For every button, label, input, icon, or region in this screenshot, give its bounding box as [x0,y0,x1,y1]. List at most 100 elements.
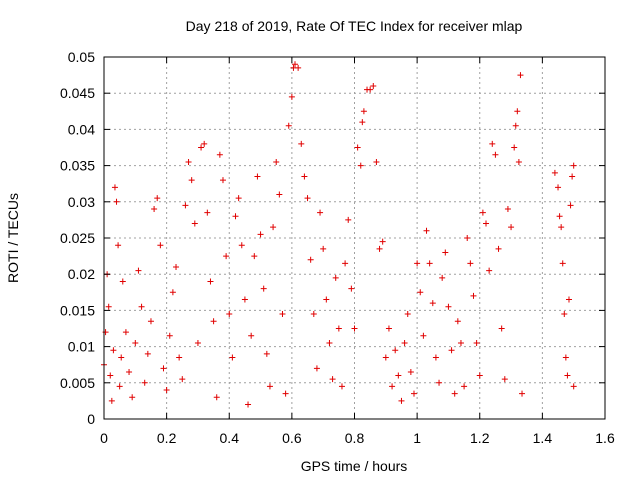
data-point [461,383,468,390]
data-point [519,390,526,397]
data-point [251,253,258,260]
data-point [476,372,483,379]
data-point [323,296,330,303]
data-point [176,354,183,361]
data-point [559,260,566,267]
data-point [276,191,283,198]
data-point [326,339,333,346]
data-point [118,354,125,361]
data-point [570,383,577,390]
data-point [407,368,414,375]
data-point [194,339,201,346]
data-point [354,144,361,151]
data-point [555,184,562,191]
data-point [141,379,148,386]
data-point [254,173,261,180]
data-point [467,260,474,267]
data-point [561,311,568,318]
data-point [226,311,233,318]
chart-title: Day 218 of 2019, Rate Of TEC Index for r… [186,18,523,34]
data-point [569,173,576,180]
data-point [329,376,336,383]
data-point [379,238,386,245]
data-point [132,339,139,346]
y-tick-label: 0 [87,411,95,427]
data-point [565,296,572,303]
data-point [301,173,308,180]
data-point [144,350,151,357]
data-point [564,372,571,379]
y-tick-label: 0.03 [68,194,95,210]
data-point [241,296,248,303]
data-point [285,122,292,129]
y-tick-label: 0.04 [68,121,95,137]
data-point [432,354,439,361]
x-tick-label: 0.4 [220,430,240,446]
data-point [210,318,217,325]
data-point [288,93,295,100]
data-point [426,260,433,267]
data-point [108,397,115,404]
grid-layer [104,57,605,419]
data-point [517,72,524,79]
data-point [351,325,358,332]
data-point [238,242,245,249]
data-point [410,390,417,397]
data-point [111,184,118,191]
data-point [260,285,267,292]
data-point [154,195,161,202]
data-point [232,213,239,220]
data-point [551,169,558,176]
data-point [376,245,383,252]
data-point [115,242,122,249]
data-point [216,151,223,158]
data-point [229,354,236,361]
data-point [504,206,511,213]
data-point [198,144,205,151]
data-point [486,267,493,274]
data-point [188,177,195,184]
y-tick-label: 0.035 [60,158,95,174]
data-point [295,64,302,71]
data-point [442,249,449,256]
data-point [514,108,521,115]
x-tick-label: 0.2 [157,430,177,446]
ticks-layer: 0 0.005 0.01 0.015 0.02 0.025 0.03 0.035 0.04 0.0… [60,49,615,446]
data-point [451,390,458,397]
x-tick-label: 1.4 [533,430,553,446]
x-tick-label: 1 [413,430,421,446]
data-point [570,162,577,169]
data-point [320,245,327,252]
data-point [342,260,349,267]
data-point [511,144,518,151]
data-point [445,303,452,310]
x-tick-label: 0 [100,430,108,446]
data-point [270,224,277,231]
data-point [147,318,154,325]
data-point [110,347,117,354]
data-point [395,372,402,379]
data-point [404,311,411,318]
x-tick-label: 0.8 [345,430,365,446]
data-point [207,278,214,285]
data-point [512,122,519,129]
data-point [213,394,220,401]
data-point [166,332,173,339]
data-point [489,140,496,147]
data-point [454,318,461,325]
data-point [385,325,392,332]
data-point [201,140,208,147]
data-point [122,329,129,336]
data-point [191,220,198,227]
data-point [417,289,424,296]
data-point [508,224,515,231]
data-point [169,289,176,296]
data-point [157,242,164,249]
data-point [138,303,145,310]
data-point [367,86,374,93]
data-point [298,140,305,147]
data-point [310,311,317,318]
data-point [562,354,569,361]
data-point [357,162,364,169]
data-point [304,195,311,202]
